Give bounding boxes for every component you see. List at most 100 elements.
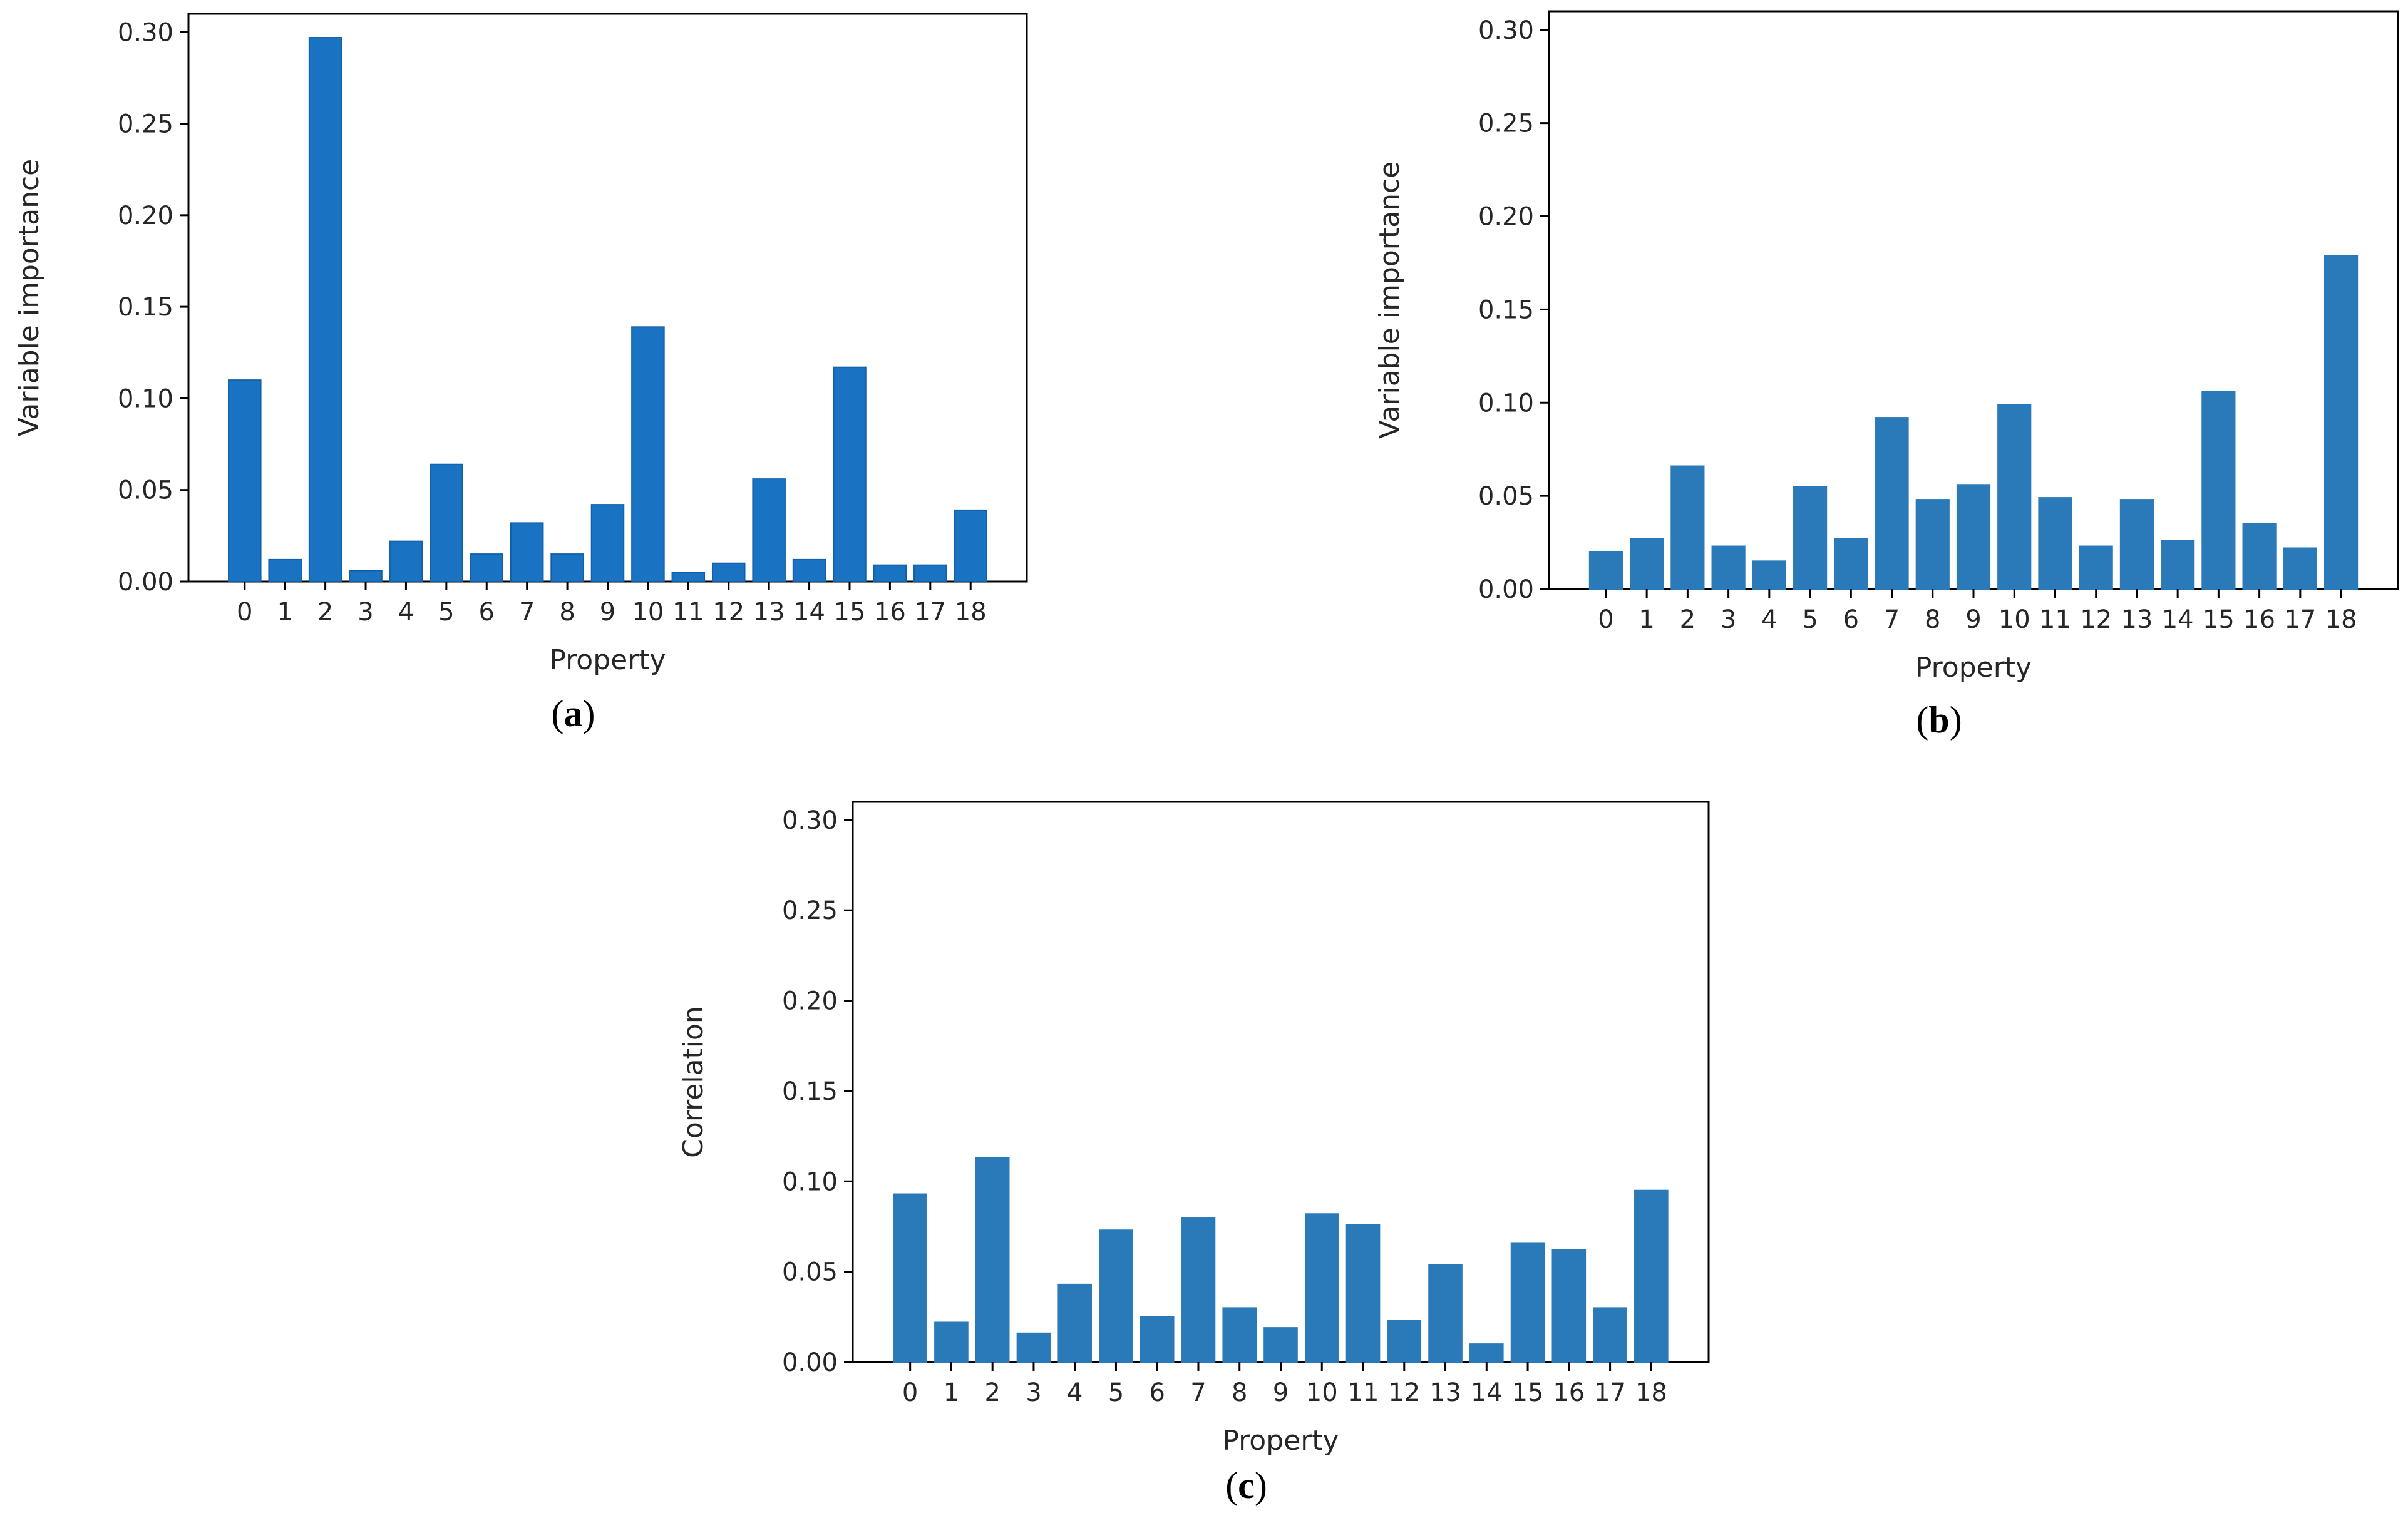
y-tick-label: 0.25 <box>118 110 173 139</box>
x-tick-label: 3 <box>1721 605 1736 634</box>
bar-15 <box>833 366 867 583</box>
bar-14 <box>792 558 826 582</box>
panel-caption: (b) <box>1916 699 1962 741</box>
x-tick-label: 1 <box>944 1378 959 1407</box>
bar-18 <box>954 509 987 583</box>
x-tick-label: 18 <box>1635 1378 1667 1407</box>
panel-caption-open: ( <box>1916 699 1928 741</box>
bar-7 <box>510 522 544 583</box>
panel-caption-open: ( <box>1225 1465 1238 1506</box>
bar-10 <box>1304 1213 1339 1363</box>
bar-15 <box>2201 391 2236 590</box>
x-tick-label: 14 <box>2162 605 2194 634</box>
x-tick-label: 0 <box>237 598 252 627</box>
bar-3 <box>1711 545 1746 590</box>
x-axis-label: Property <box>1915 652 2032 684</box>
bar-16 <box>2242 523 2277 590</box>
y-tick-label: 0.30 <box>782 806 838 835</box>
bar-6 <box>1140 1316 1175 1363</box>
x-tick-label: 14 <box>793 598 825 627</box>
panel-caption: (a) <box>552 693 595 734</box>
x-tick-label: 10 <box>632 598 664 627</box>
x-tick-label: 15 <box>1512 1378 1544 1407</box>
x-tick-label: 5 <box>1802 605 1818 634</box>
bar-10 <box>1997 404 2032 590</box>
y-tick-label: 0.30 <box>1478 16 1534 45</box>
bar-15 <box>1510 1242 1545 1363</box>
y-tick-label: 0.15 <box>1478 295 1534 324</box>
bar-0 <box>228 379 262 583</box>
x-tick-label: 15 <box>2203 605 2235 634</box>
bar-12 <box>2079 545 2113 590</box>
y-tick-label: 0.20 <box>1478 203 1534 232</box>
x-tick-label: 13 <box>1429 1378 1461 1407</box>
y-tick-label: 0.15 <box>118 293 173 322</box>
x-tick-label: 14 <box>1471 1378 1503 1407</box>
bar-5 <box>1793 486 1828 590</box>
y-tick-label: 0.25 <box>782 896 838 925</box>
bar-0 <box>893 1193 927 1363</box>
bar-6 <box>1834 538 1868 590</box>
x-tick-label: 8 <box>1925 605 1940 634</box>
panel-caption-close: ) <box>1255 1465 1267 1506</box>
bar-2 <box>1670 465 1705 590</box>
x-tick-label: 4 <box>398 598 414 627</box>
bar-11 <box>1345 1224 1381 1363</box>
x-tick-label: 0 <box>1598 605 1613 634</box>
x-tick-label: 9 <box>600 598 615 627</box>
x-tick-label: 12 <box>1388 1378 1420 1407</box>
bar-8 <box>550 553 584 583</box>
bar-9 <box>1956 484 1991 590</box>
y-tick-label: 0.00 <box>1478 575 1534 604</box>
bar-4 <box>389 540 423 583</box>
panel-caption-letter: a <box>564 693 583 734</box>
x-tick-label: 10 <box>1999 605 2030 634</box>
bar-11 <box>2038 497 2072 590</box>
x-tick-label: 6 <box>1843 605 1859 634</box>
x-tick-label: 7 <box>519 598 535 627</box>
x-tick-label: 1 <box>277 598 292 627</box>
x-tick-label: 17 <box>1594 1378 1626 1407</box>
y-tick-label: 0.05 <box>118 476 173 505</box>
bar-13 <box>752 478 786 582</box>
x-tick-label: 15 <box>834 598 866 627</box>
x-tick-label: 3 <box>1026 1378 1041 1407</box>
bar-4 <box>1057 1283 1093 1363</box>
bar-16 <box>1551 1249 1587 1363</box>
y-tick-label: 0.00 <box>118 568 173 597</box>
bar-3 <box>349 570 383 583</box>
panel-caption-open: ( <box>552 693 564 734</box>
x-tick-label: 6 <box>479 598 495 627</box>
bar-1 <box>1630 538 1664 590</box>
x-tick-label: 6 <box>1149 1378 1165 1407</box>
bar-13 <box>2119 499 2154 590</box>
x-tick-label: 8 <box>559 598 575 627</box>
y-axis-label: Variable importance <box>1374 162 1406 439</box>
x-tick-label: 2 <box>1680 605 1695 634</box>
x-tick-label: 4 <box>1761 605 1777 634</box>
panel-caption-close: ) <box>1950 699 1962 741</box>
x-tick-label: 16 <box>2243 605 2275 634</box>
y-tick-label: 0.15 <box>782 1077 838 1106</box>
y-tick-label: 0.20 <box>118 202 173 230</box>
x-tick-label: 3 <box>358 598 373 627</box>
y-tick-label: 0.10 <box>118 384 173 413</box>
x-tick-label: 17 <box>2284 605 2316 634</box>
bar-6 <box>470 553 504 583</box>
x-axis-label: Property <box>1222 1425 1339 1457</box>
x-tick-label: 7 <box>1190 1378 1206 1407</box>
panel-caption: (c) <box>1225 1465 1267 1506</box>
bar-5 <box>1099 1229 1133 1363</box>
x-tick-label: 16 <box>874 598 906 627</box>
x-tick-label: 13 <box>2121 605 2153 634</box>
bar-8 <box>1915 499 1950 590</box>
x-tick-label: 18 <box>955 598 987 627</box>
y-tick-label: 0.30 <box>118 18 173 47</box>
x-tick-label: 5 <box>438 598 454 627</box>
x-tick-label: 13 <box>753 598 785 627</box>
y-tick-label: 0.05 <box>1478 482 1534 511</box>
bar-14 <box>1469 1343 1504 1363</box>
bar-12 <box>711 562 746 583</box>
y-tick-label: 0.00 <box>782 1348 838 1377</box>
bar-0 <box>1588 551 1623 590</box>
